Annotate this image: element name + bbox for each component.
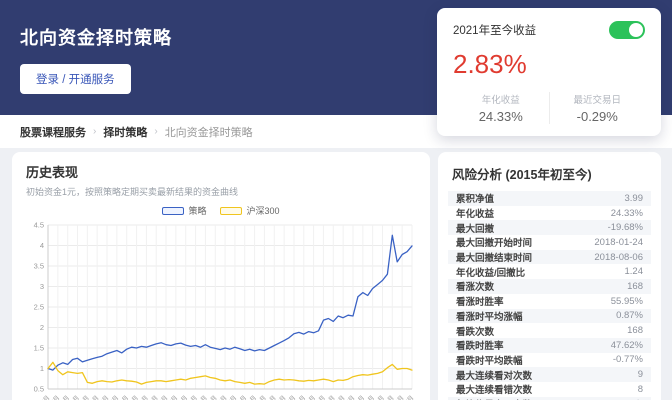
- risk-row-value: 168: [627, 325, 643, 337]
- svg-text:4: 4: [40, 241, 44, 250]
- risk-row: 看跌次数 168: [448, 323, 651, 338]
- risk-row-label: 累积净值: [456, 194, 495, 206]
- risk-row-label: 看涨时胜率: [456, 297, 504, 309]
- risk-analysis-title: 风险分析 (2015年初至今): [452, 168, 592, 182]
- risk-row-label: 看跌时胜率: [456, 341, 504, 353]
- risk-row-label: 最大回撤开始时间: [456, 238, 533, 250]
- risk-row-value: 24.33%: [610, 207, 643, 219]
- history-title: 历史表现: [26, 165, 79, 180]
- chart-legend: 策略 沪深300: [26, 204, 416, 217]
- risk-row-value: -19.68%: [607, 222, 643, 234]
- return-value: 2.83%: [453, 49, 527, 79]
- risk-row: 看跌时平均跌幅 -0.77%: [448, 353, 651, 368]
- history-performance-card: 历史表现 初始资金1元，按照策略定期买卖最新结果的资金曲线 策略 沪深300 0…: [12, 152, 430, 400]
- breadcrumb-separator: ›: [93, 126, 97, 137]
- risk-row: 最大连续看对次数 9: [448, 367, 651, 382]
- risk-row: 看涨时胜率 55.95%: [448, 294, 651, 309]
- legend-label: 沪深300: [246, 206, 280, 216]
- risk-row-value: 47.62%: [610, 339, 643, 351]
- risk-row-label: 看涨次数: [456, 282, 495, 294]
- risk-row-value: 2018-01-24: [594, 236, 643, 248]
- risk-row-label: 最大回撤结束时间: [456, 253, 533, 265]
- risk-row-value: 2018-08-06: [594, 251, 643, 263]
- breadcrumb-item-stock-course[interactable]: 股票课程服务: [20, 126, 86, 139]
- legend-item-strategy[interactable]: 策略: [162, 204, 206, 217]
- stat-label: 最近交易日: [573, 95, 621, 106]
- risk-row-label: 最大回撤: [456, 223, 495, 235]
- stat-value: 24.33%: [478, 109, 523, 124]
- risk-row: 最大回撤结束时间 2018-08-06: [448, 249, 651, 265]
- svg-text:1.5: 1.5: [34, 344, 44, 353]
- breadcrumb-separator: ›: [154, 126, 158, 137]
- stat-value: -0.29%: [576, 109, 618, 124]
- risk-row-value: 168: [627, 280, 643, 292]
- risk-row: 年化收益/回撤比 1.24: [448, 264, 651, 279]
- latest-trading-day-stat: 最近交易日 -0.29%: [550, 92, 646, 124]
- risk-row-value: 3.99: [624, 192, 644, 204]
- risk-row-value: 55.95%: [610, 295, 643, 307]
- risk-row: 看涨次数 168: [448, 279, 651, 294]
- risk-row: 最大回撤开始时间 2018-01-24: [448, 235, 651, 250]
- risk-row: 看跌时胜率 47.62%: [448, 337, 651, 353]
- risk-row-label: 最大连续看对次数: [456, 370, 533, 382]
- stat-label: 年化收益: [481, 95, 520, 106]
- risk-table: 累积净值 3.99 年化收益 24.33% 最大回撤 -19.68% 最大回撤开始时间 201…: [448, 191, 651, 400]
- risk-row-label: 年化收益: [456, 209, 495, 221]
- risk-row-label: 最大连续看错次数: [456, 385, 533, 397]
- risk-row-label: 看涨时平均涨幅: [456, 311, 523, 323]
- risk-row-value: 1.24: [624, 266, 644, 278]
- svg-text:0.5: 0.5: [34, 385, 44, 394]
- risk-row-label: 看跌时平均跌幅: [456, 355, 523, 367]
- legend-swatch-csi300: [220, 206, 243, 215]
- legend-swatch-strategy: [162, 206, 185, 215]
- returns-summary-card: 2021年至今收益 2.83% 年化收益 24.33% 最近交易日 -0.29%: [437, 8, 661, 136]
- returns-toggle[interactable]: [609, 21, 645, 39]
- risk-row-value: 9: [637, 369, 643, 381]
- risk-row: 累积净值 3.99: [448, 191, 651, 206]
- breadcrumb-item-current: 北向资金择时策略: [164, 126, 253, 139]
- performance-line-chart: 0.511.522.533.544.515年5月15年7月15年9月15年11月…: [30, 221, 416, 400]
- svg-text:3: 3: [40, 282, 44, 291]
- risk-row-value: 0.87%: [616, 310, 643, 322]
- risk-row-value: 8: [637, 383, 643, 395]
- annualized-return-stat: 年化收益 24.33%: [453, 92, 550, 124]
- risk-row-label: 看跌次数: [456, 326, 495, 338]
- svg-text:1: 1: [40, 364, 44, 373]
- risk-analysis-card: 风险分析 (2015年初至今) 累积净值 3.99 年化收益 24.33% 最大回撤 -1…: [438, 152, 661, 400]
- risk-row-value: -0.77%: [612, 354, 643, 366]
- breadcrumb-item-timing-strategy[interactable]: 择时策略: [103, 126, 148, 139]
- risk-row: 最大回撤 -19.68%: [448, 220, 651, 236]
- period-returns-label: 2021年至今收益: [453, 25, 537, 37]
- risk-row: 看涨时平均涨幅 0.87%: [448, 308, 651, 324]
- page-title: 北向资金择时策略: [20, 28, 172, 48]
- legend-item-csi300[interactable]: 沪深300: [220, 204, 280, 217]
- login-open-service-button[interactable]: 登录 / 开通服务: [20, 64, 131, 94]
- svg-text:15年5月: 15年5月: [30, 394, 52, 400]
- legend-label: 策略: [188, 206, 207, 216]
- history-subtitle: 初始资金1元，按照策略定期买卖最新结果的资金曲线: [26, 187, 239, 197]
- risk-row: 最大连续看错次数 8: [448, 382, 651, 397]
- risk-row: 年化收益 24.33%: [448, 206, 651, 221]
- risk-row: 年均信号变更次数52.86 次: [448, 396, 651, 400]
- svg-text:2: 2: [40, 323, 44, 332]
- risk-row-label: 年化收益/回撤比: [456, 267, 526, 279]
- svg-text:4.5: 4.5: [34, 221, 44, 230]
- svg-text:2.5: 2.5: [34, 303, 44, 312]
- svg-text:3.5: 3.5: [34, 262, 44, 271]
